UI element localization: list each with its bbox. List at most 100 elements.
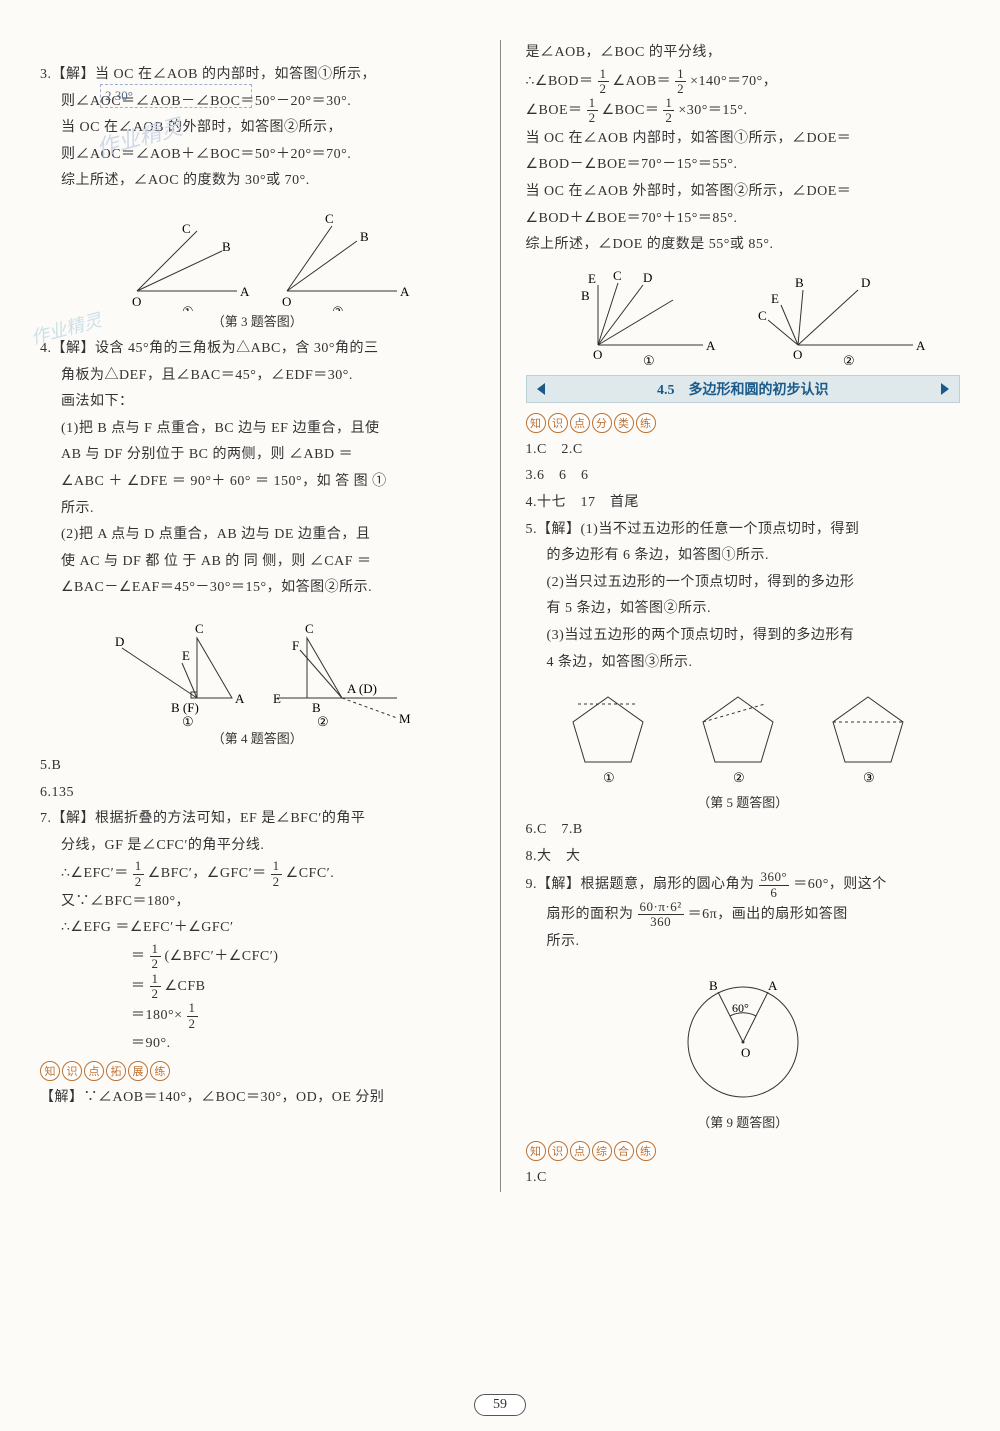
svg-text:E: E bbox=[771, 291, 779, 306]
column-divider bbox=[500, 40, 501, 1192]
p4-line: 角板为△DEF，且∠BAC＝45°，∠EDF＝30°. bbox=[40, 363, 475, 390]
svg-text:②: ② bbox=[733, 770, 745, 785]
p5-line: (3)当过五边形的两个顶点切时，得到的多边形有 bbox=[526, 623, 961, 650]
p5-line: 5.【解】(1)当不过五边形的任意一个顶点切时，得到 bbox=[526, 517, 961, 544]
figure-5-caption: （第 5 题答图） bbox=[526, 792, 961, 811]
svg-text:F: F bbox=[292, 638, 299, 653]
svg-text:A: A bbox=[235, 691, 245, 706]
page-number: 59 bbox=[474, 1394, 526, 1416]
p4-line: 4.【解】设含 45°角的三角板为△ABC，含 30°角的三 bbox=[40, 336, 475, 363]
knowledge-comp-tag: 知识点综合练 bbox=[526, 1141, 656, 1161]
svg-text:O: O bbox=[793, 347, 802, 362]
figure-4-svg: C D E B (F) A ① C F E B A bbox=[87, 608, 427, 728]
svg-text:D: D bbox=[643, 270, 652, 285]
svg-text:B: B bbox=[795, 275, 804, 290]
p5-line: 的多边形有 6 条边，如答图①所示. bbox=[526, 543, 961, 570]
expand-line: 【解】∵∠AOB＝140°，∠BOC＝30°，OD，OE 分别 bbox=[40, 1085, 475, 1112]
answer-line: 6.C 7.B bbox=[526, 817, 961, 844]
p4-line: 使 AC 与 DF 都 位 于 AB 的 同 侧，则 ∠CAF ＝ bbox=[40, 549, 475, 576]
svg-text:①: ① bbox=[603, 770, 615, 785]
svg-text:O: O bbox=[741, 1045, 750, 1060]
answer-line: 1.C 2.C bbox=[526, 437, 961, 464]
svg-text:B: B bbox=[222, 239, 231, 254]
svg-text:O: O bbox=[593, 347, 602, 362]
svg-text:②: ② bbox=[843, 353, 855, 365]
answer-line: 3.6 6 6 bbox=[526, 463, 961, 490]
svg-text:C: C bbox=[182, 221, 191, 236]
svg-text:A (D): A (D) bbox=[347, 681, 377, 696]
svg-text:M: M bbox=[399, 711, 411, 726]
p7-line: 分线，GF 是∠CFC′的角平分线. bbox=[40, 833, 475, 860]
answer-line: 4.十七 17 首尾 bbox=[526, 490, 961, 517]
answer-5: 5.B bbox=[40, 753, 475, 780]
right-top-line: 是∠AOB，∠BOC 的平分线， bbox=[526, 40, 961, 67]
svg-text:D: D bbox=[861, 275, 870, 290]
svg-text:C: C bbox=[325, 211, 334, 226]
svg-text:B: B bbox=[360, 229, 369, 244]
answer-6: 6.135 bbox=[40, 780, 475, 807]
p7-line: ∴∠EFG ＝∠EFC′＋∠GFC′ bbox=[40, 915, 475, 942]
p7-line: 7.【解】根据折叠的方法可知，EF 是∠BFC′的角平 bbox=[40, 806, 475, 833]
svg-text:D: D bbox=[115, 634, 124, 649]
svg-text:C: C bbox=[613, 268, 622, 283]
svg-text:E: E bbox=[182, 648, 190, 663]
triangle-right-icon bbox=[941, 383, 949, 395]
svg-text:O: O bbox=[132, 294, 141, 309]
figure-3-caption: （第 3 题答图） bbox=[40, 311, 475, 330]
svg-text:C: C bbox=[758, 308, 767, 323]
svg-text:A: A bbox=[400, 284, 410, 299]
p4-line: (2)把 A 点与 D 点重合，AB 边与 DE 边重合，且 bbox=[40, 522, 475, 549]
p7-line: ＝90°. bbox=[40, 1031, 475, 1058]
svg-text:③: ③ bbox=[863, 770, 875, 785]
svg-text:A: A bbox=[916, 338, 926, 353]
p4-line: ∠ABC ＋ ∠DFE ＝ 90°＋ 60° ＝ 150°，如 答 图 ① bbox=[40, 469, 475, 496]
p4-line: 所示. bbox=[40, 496, 475, 523]
right-column: 是∠AOB，∠BOC 的平分线， ∴∠BOD＝ 12 ∠AOB＝ 12 ×140… bbox=[526, 40, 961, 1192]
svg-text:A: A bbox=[768, 978, 778, 993]
figure-doe-svg: O A B E C D ① O A C bbox=[543, 265, 943, 365]
right-top-line: ∴∠BOD＝ 12 ∠AOB＝ 12 ×140°＝70°， bbox=[526, 67, 961, 97]
right-top-line: 当 OC 在∠AOB 内部时，如答图①所示，∠DOE＝ bbox=[526, 126, 961, 153]
right-top-line: ∠BOE＝ 12 ∠BOC＝ 12 ×30°＝15°. bbox=[526, 96, 961, 126]
knowledge-class-tag: 知识点分类练 bbox=[526, 413, 656, 433]
p9-line: 9.【解】根据题意，扇形的圆心角为 360°6 ＝60°，则这个 bbox=[526, 870, 961, 900]
svg-text:B: B bbox=[581, 288, 590, 303]
left-column: 3.【解】当 OC 在∠AOB 的内部时，如答图①所示， 则∠AOC＝∠AOB－… bbox=[40, 40, 475, 1192]
right-top-line: ∠BOD＋∠BOE＝70°＋15°＝85°. bbox=[526, 206, 961, 233]
figure-3: O A B C ① O A B C ② （第 3 题答图） bbox=[40, 201, 475, 330]
p3-line: 综上所述，∠AOC 的度数为 30°或 70°. bbox=[40, 168, 475, 195]
answer-2: 2.30° bbox=[105, 88, 133, 104]
figure-9-svg: B A O 60° bbox=[663, 962, 823, 1112]
p5-line: 4 条边，如答图③所示. bbox=[526, 650, 961, 677]
p3-line: 则∠AOC＝∠AOB＋∠BOC＝50°＋20°＝70°. bbox=[40, 142, 475, 169]
svg-text:②: ② bbox=[317, 714, 329, 728]
svg-text:A: A bbox=[240, 284, 250, 299]
p4-line: AB 与 DF 分别位于 BC 的两侧，则 ∠ABD ＝ bbox=[40, 442, 475, 469]
answer-line: 8.大 大 bbox=[526, 844, 961, 871]
svg-text:E: E bbox=[588, 271, 596, 286]
page: 2.30° 作业精灵 作业精灵 3.【解】当 OC 在∠AOB 的内部时，如答图… bbox=[0, 0, 1000, 1431]
svg-text:C: C bbox=[195, 621, 204, 636]
p5-line: (2)当只过五边形的一个顶点切时，得到的多边形 bbox=[526, 570, 961, 597]
right-top-line: ∠BOD－∠BOE＝70°－15°＝55°. bbox=[526, 152, 961, 179]
p7-line: ＝ 12 (∠BFC′＋∠CFC′) bbox=[40, 942, 475, 972]
p3-line: 当 OC 在∠AOB 的外部时，如答图②所示， bbox=[40, 115, 475, 142]
p4-line: 画法如下： bbox=[40, 389, 475, 416]
svg-text:A: A bbox=[706, 338, 716, 353]
p7-line: ∴∠EFC′＝ 12 ∠BFC′，∠GFC′＝ 12 ∠CFC′. bbox=[40, 859, 475, 889]
p7-line: ＝ 12 ∠CFB bbox=[40, 972, 475, 1002]
svg-text:①: ① bbox=[182, 714, 194, 728]
figure-9: B A O 60° （第 9 题答图） bbox=[526, 962, 961, 1131]
p7-line: ＝180°× 12 bbox=[40, 1001, 475, 1031]
p4-line: (1)把 B 点与 F 点重合，BC 边与 EF 边重合，且使 bbox=[40, 416, 475, 443]
figure-doe: O A B E C D ① O A C bbox=[526, 265, 961, 365]
right-top-line: 当 OC 在∠AOB 外部时，如答图②所示，∠DOE＝ bbox=[526, 179, 961, 206]
p4-line: ∠BAC－∠EAF＝45°－30°＝15°，如答图②所示. bbox=[40, 575, 475, 602]
p9-line: 所示. bbox=[526, 929, 961, 956]
svg-text:②: ② bbox=[332, 304, 344, 311]
svg-text:O: O bbox=[282, 294, 291, 309]
svg-text:①: ① bbox=[643, 353, 655, 365]
p9-line: 扇形的面积为 60·π·6²360 ＝6π，画出的扇形如答图 bbox=[526, 900, 961, 930]
svg-text:60°: 60° bbox=[732, 1001, 749, 1015]
two-column-layout: 3.【解】当 OC 在∠AOB 的内部时，如答图①所示， 则∠AOC＝∠AOB－… bbox=[40, 40, 960, 1192]
